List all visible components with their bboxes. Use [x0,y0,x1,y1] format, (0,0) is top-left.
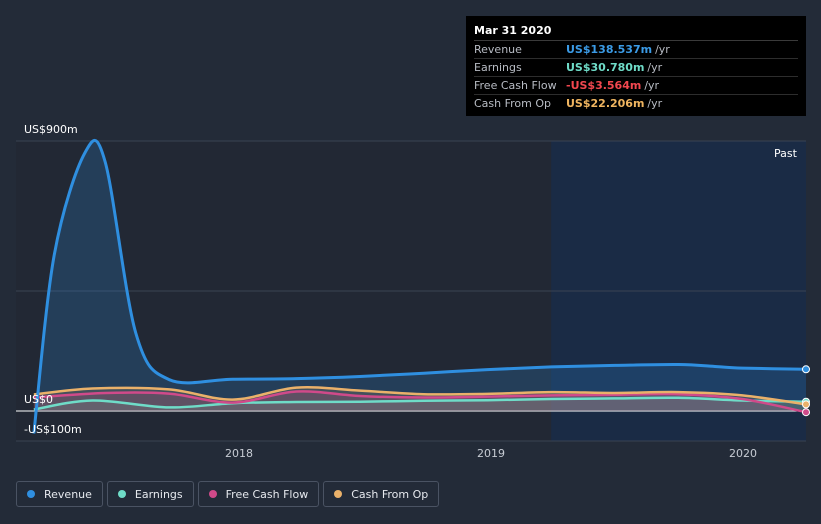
legend-label: Cash From Op [351,487,429,501]
revenue-line [32,138,807,434]
free-cash-flow-line [33,390,807,414]
tooltip-row-free-cash-flow: Free Cash Flow -US$3.564m /yr [474,77,798,95]
tooltip-date: Mar 31 2020 [474,24,798,41]
tooltip-unit: /yr [655,43,670,56]
tooltip-panel: Mar 31 2020 Revenue US$138.537m /yr Earn… [466,16,806,116]
legend-item-cash-from-op[interactable]: Cash From Op [323,481,440,507]
cash-from-op-line [33,385,807,406]
legend-label: Revenue [44,487,92,501]
free-cash-flow-end-point [802,408,810,417]
tooltip-label: Earnings [474,61,522,74]
x-tick-2019: 2019 [477,447,505,460]
legend-item-free-cash-flow[interactable]: Free Cash Flow [197,481,320,507]
earnings-line [33,396,807,411]
tooltip-row-cash-from-op: Cash From Op US$22.206m /yr [474,95,798,112]
tooltip-value: US$30.780m [566,61,645,74]
tooltip-value: US$138.537m [566,43,653,56]
cash-from-op-dot-icon [334,490,343,498]
chart-legend: Revenue Earnings Free Cash Flow Cash Fro… [16,481,440,507]
y-axis-min-label: -US$100m [24,423,82,436]
earnings-dot-icon [117,490,126,498]
tooltip-value: -US$3.564m [566,79,642,92]
tooltip-row-earnings: Earnings US$30.780m /yr [474,59,798,77]
earnings-area [33,397,807,411]
tooltip-row-revenue: Revenue US$138.537m /yr [474,41,798,59]
past-region-label: Past [774,147,797,160]
legend-label: Earnings [134,487,183,501]
x-tick-2018: 2018 [225,447,253,460]
tooltip-label: Revenue [474,43,522,56]
y-axis-zero-label: US$0 [24,393,54,406]
tooltip-value: US$22.206m [566,97,645,110]
tooltip-unit: /yr [647,97,663,110]
legend-item-earnings[interactable]: Earnings [106,481,194,507]
revenue-dot-icon [27,490,35,498]
tooltip-unit: /yr [644,79,660,92]
y-axis-max-label: US$900m [24,123,78,136]
legend-item-revenue[interactable]: Revenue [16,481,103,507]
free-cash-flow-dot-icon [208,490,217,498]
cash-from-op-end-point [802,400,810,409]
x-tick-2020: 2020 [729,447,757,460]
tooltip-unit: /yr [647,61,663,74]
revenue-end-point [802,365,810,374]
legend-label: Free Cash Flow [225,487,309,501]
tooltip-label: Free Cash Flow [474,79,557,92]
tooltip-label: Cash From Op [474,97,552,110]
